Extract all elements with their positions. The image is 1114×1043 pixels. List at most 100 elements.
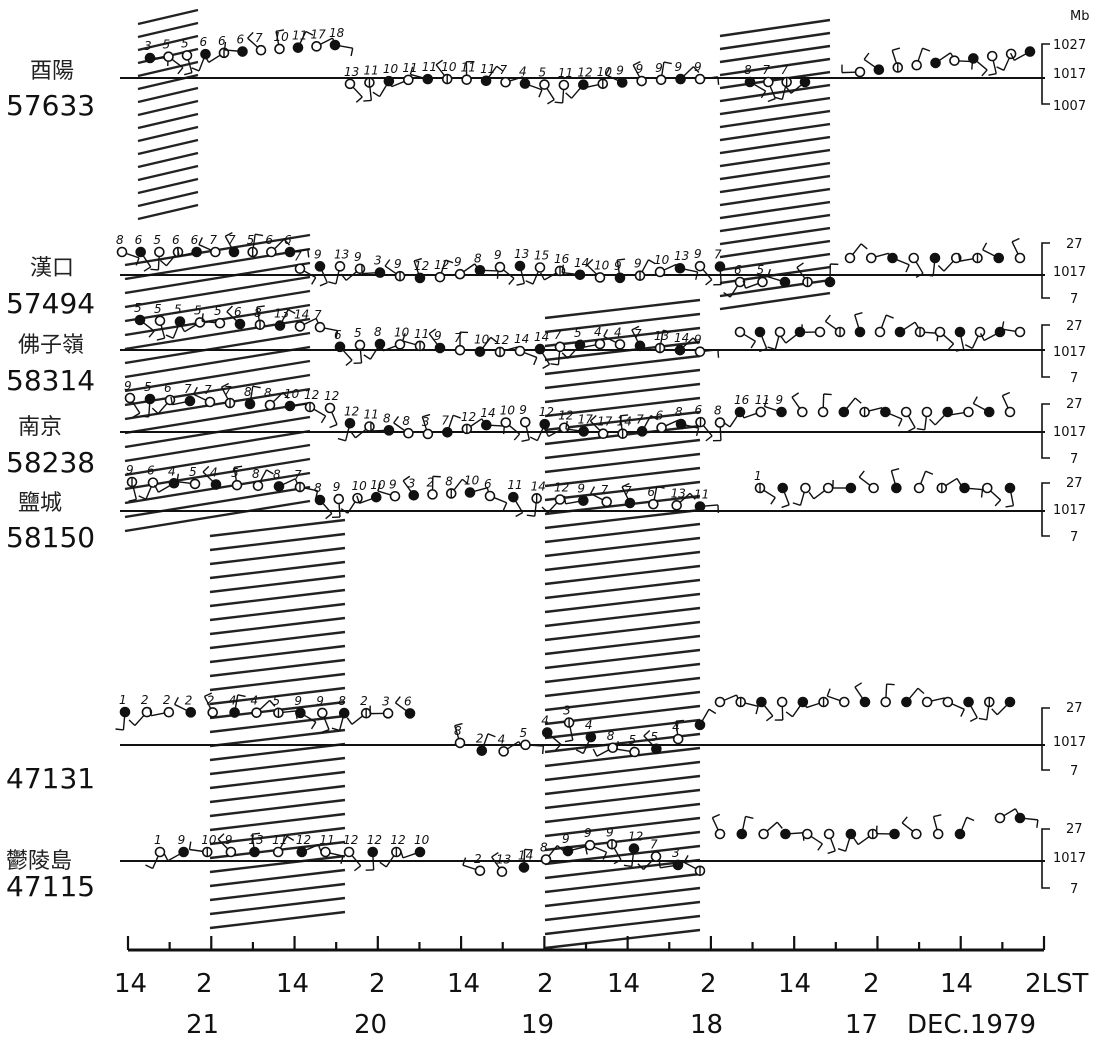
- wind-barb-staff: [742, 816, 747, 830]
- station-name-0: 酉陽: [30, 59, 74, 84]
- hatch-line: [137, 138, 199, 156]
- hatch-line: [137, 86, 199, 104]
- wind-barb-staff: [172, 325, 179, 339]
- wind-barb-feather: [563, 495, 567, 504]
- station-circle: [454, 268, 466, 280]
- wind-barb-staff: [546, 87, 555, 101]
- station-circle: [481, 419, 492, 431]
- station-plot-number: 7: [294, 250, 302, 264]
- hatch-line: [544, 550, 701, 572]
- station-plot-number: 9: [389, 477, 397, 491]
- wind-barb-feather: [201, 313, 204, 322]
- hatch-line: [719, 135, 831, 155]
- station-circle: [178, 846, 189, 858]
- station-circle: [838, 406, 850, 418]
- station-plot-number: 7: [228, 233, 236, 247]
- wind-barb-feather: [854, 682, 863, 688]
- station-plot-number: 11: [422, 60, 437, 74]
- wind-barb-feather: [526, 514, 535, 517]
- wind-barb-staff: [282, 710, 297, 713]
- station-plot-number: 7: [636, 412, 644, 426]
- hatch-line: [209, 910, 346, 930]
- hatch-line: [719, 200, 831, 220]
- station-plot-number: 14: [518, 848, 533, 862]
- wind-barb-feather: [490, 336, 498, 343]
- station-plot-number: 5: [538, 66, 546, 80]
- time-axis-ticks: [126, 936, 1046, 950]
- wind-barb-feather: [138, 495, 147, 500]
- wind-barb-staff: [454, 725, 460, 739]
- station-circle: [954, 828, 966, 840]
- station-plot-number: 5: [650, 730, 658, 744]
- wind-barb-feather: [632, 60, 641, 66]
- wind-barb-staff: [766, 821, 778, 832]
- wind-barb-staff: [482, 336, 492, 349]
- wind-barb-staff: [177, 481, 191, 485]
- wind-barb-feather: [785, 86, 792, 94]
- station-plot-number: 4: [229, 694, 237, 708]
- scale-top-3: 27: [1066, 397, 1083, 412]
- station-circle: [414, 272, 426, 284]
- station-circle: [480, 75, 492, 87]
- wind-barb-staff: [541, 352, 551, 365]
- wind-barb-feather: [217, 833, 225, 840]
- hatch-line: [137, 177, 199, 195]
- wind-barb-staff: [943, 260, 954, 272]
- wind-barb-feather: [251, 832, 261, 835]
- station-plot-number: 10: [383, 62, 399, 76]
- station-plot-number: 8: [402, 414, 410, 428]
- wind-barb-feather: [513, 433, 521, 441]
- station-plot-number: 12: [367, 833, 382, 847]
- wind-barb-feather: [796, 262, 804, 269]
- wind-barb-staff: [274, 238, 285, 250]
- wind-barb-staff: [369, 86, 373, 101]
- wind-barb-staff: [683, 861, 697, 870]
- station-plot-number: 14: [674, 331, 689, 345]
- station-plot-number: 5: [174, 303, 182, 317]
- wind-barb-feather: [723, 291, 731, 298]
- station-plot-number: 7: [601, 483, 609, 497]
- hour-label: 14: [114, 969, 147, 999]
- station-rows: [120, 43, 1050, 889]
- station-plot-number: 11: [272, 833, 287, 847]
- station-plot-number: 8: [607, 729, 615, 743]
- station-plot-number: 9: [577, 482, 585, 496]
- station-plot-number: 10: [500, 404, 516, 418]
- wind-barb-feather: [917, 687, 925, 695]
- station-plot-number: 12: [296, 833, 311, 847]
- hatch-line: [719, 57, 831, 77]
- wind-barb-staff: [854, 686, 864, 699]
- wind-barb-staff: [702, 269, 713, 281]
- station-plot-number: 5: [154, 302, 162, 316]
- station-circle: [225, 846, 237, 858]
- station-plot-number: 4: [614, 325, 622, 339]
- wind-barb-staff: [790, 84, 802, 94]
- station-circle: [776, 696, 788, 708]
- station-circle: [845, 482, 857, 494]
- hatch-line: [544, 536, 701, 558]
- station-plot-number: 11: [694, 488, 709, 502]
- station-circle: [266, 246, 277, 258]
- wind-barb-staff: [917, 47, 924, 62]
- station-plot-number: 11: [755, 393, 770, 407]
- hour-label: 2LST: [1025, 969, 1089, 999]
- wind-barb-staff: [157, 256, 160, 271]
- wind-barb-staff: [986, 706, 990, 720]
- station-plot-number: 5: [247, 233, 255, 247]
- station-plot-number: 11: [402, 61, 417, 75]
- wind-barb-staff: [685, 424, 699, 429]
- station-circle: [585, 731, 597, 743]
- wind-barb-staff: [857, 836, 870, 846]
- hatch-line: [544, 928, 701, 950]
- station-plot-number: 7: [224, 384, 232, 398]
- wind-barb-feather: [827, 850, 836, 855]
- station-circle: [374, 338, 386, 350]
- wind-barb-staff: [384, 265, 397, 275]
- wind-barb-feather: [252, 385, 261, 389]
- station-circle: [154, 246, 165, 258]
- wind-barb-staff: [743, 333, 756, 342]
- station-plot-number: 7: [554, 328, 562, 342]
- wind-barb-staff: [402, 852, 416, 859]
- wind-barb-staff: [344, 427, 350, 441]
- wind-barb-feather: [964, 344, 973, 349]
